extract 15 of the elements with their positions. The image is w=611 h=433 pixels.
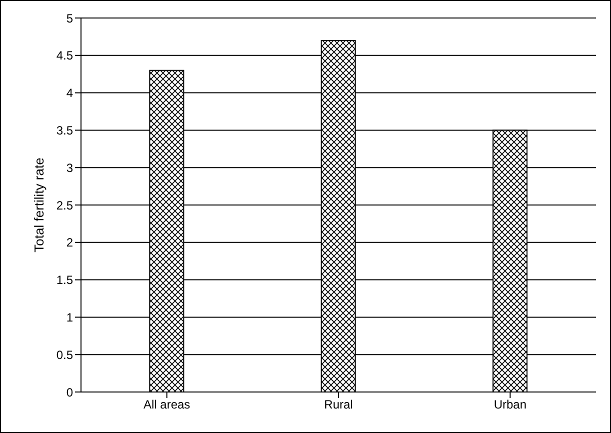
y-tick-label: 2.5 <box>56 198 74 212</box>
y-tick-label: 4 <box>66 86 74 100</box>
y-tick-label: 0 <box>66 385 74 400</box>
y-tick-label: 5 <box>66 11 74 26</box>
x-tick-label: Rural <box>324 398 353 412</box>
y-tick-label: 1 <box>66 310 74 324</box>
y-tick-label: 3.5 <box>56 123 74 138</box>
y-tick-label: 2 <box>66 236 74 250</box>
y-tick-label: 0.5 <box>56 348 74 362</box>
y-axis-title: Total fertility rate <box>32 158 47 252</box>
y-tick-label: 1.5 <box>56 273 74 288</box>
y-tick-label: 4.5 <box>56 48 74 63</box>
x-tick-label: All areas <box>143 398 190 412</box>
y-tick-label: 3 <box>66 160 74 175</box>
x-tick-label: Urban <box>494 398 527 412</box>
